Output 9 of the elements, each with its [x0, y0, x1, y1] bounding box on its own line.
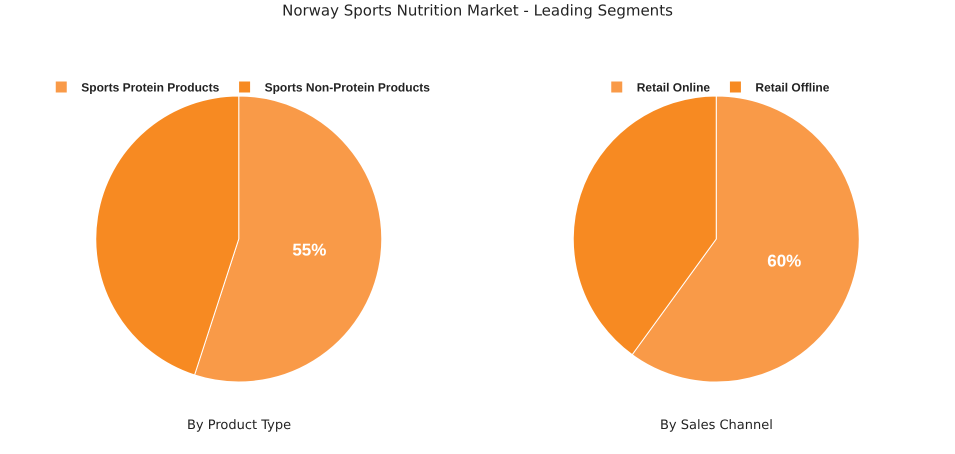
legend-label: Sports Protein Products: [81, 80, 220, 95]
text: By Product Type: [187, 418, 292, 433]
text: By Sales Channel: [660, 418, 773, 433]
data-label: 55%: [292, 240, 326, 260]
legend-label: Sports Non-Protein Products: [264, 80, 430, 95]
legend-label: Retail Online: [636, 80, 710, 95]
text: Norway Sports Nutrition Market - Leading Segments: [282, 1, 674, 20]
legend-label: Retail Offline: [755, 80, 830, 95]
data-label: 60%: [767, 252, 802, 271]
